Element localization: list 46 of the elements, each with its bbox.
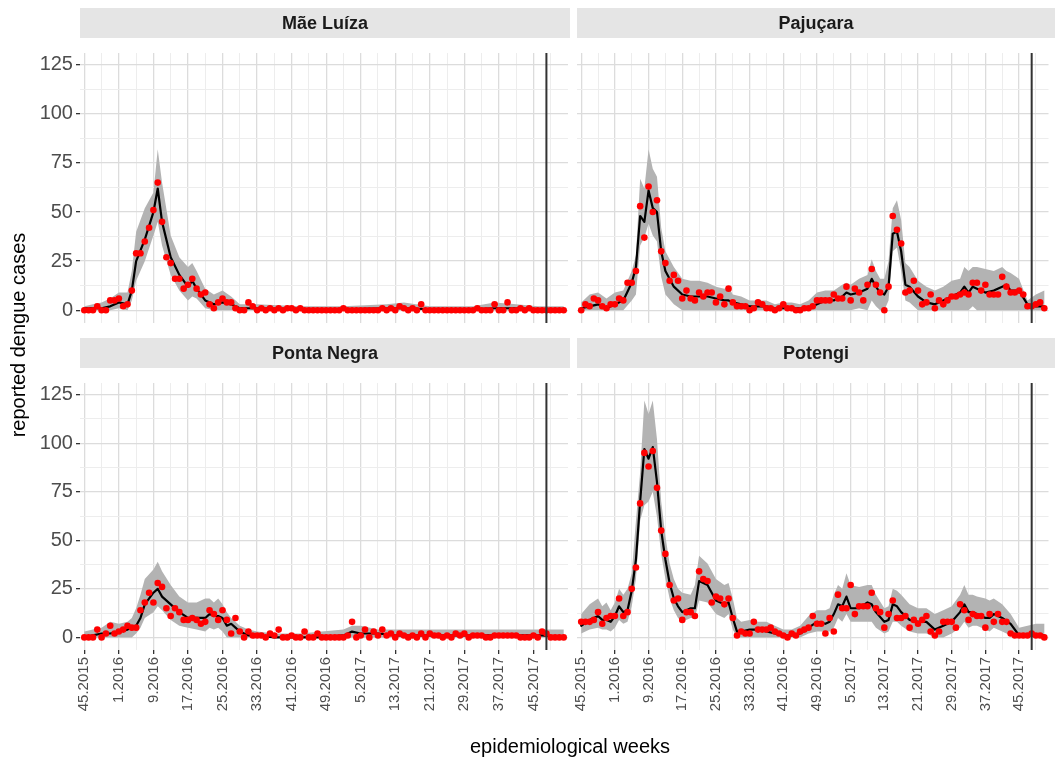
y-tick-label: 25 <box>50 576 73 599</box>
x-tick-label: 1.2016 <box>605 657 623 703</box>
x-tick-label: 9.2016 <box>638 657 656 703</box>
x-tick-label: 29.2017 <box>941 657 959 712</box>
chart-title: Mãe Luíza <box>80 8 570 38</box>
x-tick-label: 5.2017 <box>350 657 368 703</box>
x-tick-label: 25.2016 <box>212 657 230 712</box>
y-tick-label: 75 <box>50 479 73 502</box>
chart-title: Potengi <box>577 338 1055 368</box>
x-tick-label: 17.2016 <box>672 657 690 712</box>
x-axis-title: epidemiological weeks <box>469 734 671 758</box>
x-tick-label: 37.2017 <box>489 657 507 712</box>
x-tick-label: 1.2016 <box>109 657 127 703</box>
chart-title: Pajuçara <box>577 8 1055 38</box>
y-tick-label: 25 <box>50 248 73 271</box>
x-tick-label: 45.2015 <box>74 657 92 712</box>
x-tick-label: 41.2016 <box>281 657 299 712</box>
x-tick-label: 33.2016 <box>739 657 757 712</box>
x-tick-label: 17.2016 <box>178 657 196 712</box>
x-tick-label: 25.2016 <box>706 657 724 712</box>
y-tick-label: 50 <box>50 527 73 550</box>
x-tick-label: 45.2017 <box>523 657 541 712</box>
y-tick-label: 75 <box>50 150 73 173</box>
x-tick-label: 29.2017 <box>454 657 472 712</box>
x-tick-label: 41.2016 <box>773 657 791 712</box>
y-tick-label: 125 <box>39 382 73 405</box>
x-tick-label: 13.2017 <box>874 657 892 712</box>
chart-title: Ponta Negra <box>80 338 570 368</box>
y-tick-label: 50 <box>50 199 73 222</box>
x-tick-label: 49.2016 <box>316 657 334 712</box>
y-tick-label: 125 <box>39 52 73 75</box>
y-tick-label: 100 <box>39 101 73 124</box>
x-tick-label: 21.2017 <box>419 657 437 712</box>
x-tick-label: 5.2017 <box>840 657 858 703</box>
x-tick-label: 49.2016 <box>807 657 825 712</box>
x-tick-label: 45.2017 <box>1009 657 1027 712</box>
x-tick-label: 21.2017 <box>908 657 926 712</box>
y-tick-label: 0 <box>61 297 73 320</box>
x-tick-label: 9.2016 <box>143 657 161 703</box>
y-tick-label: 0 <box>61 624 73 647</box>
x-tick-label: 45.2015 <box>571 657 589 712</box>
x-tick-label: 13.2017 <box>385 657 403 712</box>
y-axis-title: reported dengue cases <box>6 232 30 438</box>
y-tick-label: 100 <box>39 430 73 453</box>
x-tick-label: 37.2017 <box>975 657 993 712</box>
x-tick-label: 33.2016 <box>247 657 265 712</box>
